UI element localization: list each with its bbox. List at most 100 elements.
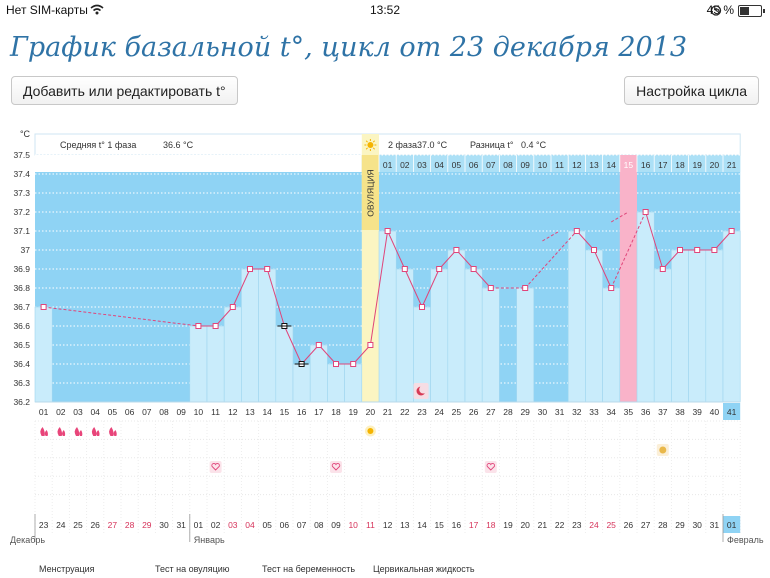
date-label: 08	[314, 520, 324, 530]
cycle-day-label: 22	[400, 407, 410, 417]
cycle-day-label: 17	[314, 407, 324, 417]
cycle-day-label: 36	[641, 407, 651, 417]
cycle-day-label: 32	[572, 407, 582, 417]
date-label: 28	[125, 520, 135, 530]
temperature-point	[229, 304, 236, 310]
temperature-bar	[292, 363, 311, 403]
temperature-line	[232, 268, 251, 308]
date-label: 31	[710, 520, 720, 530]
cycle-settings-button[interactable]: Настройка цикла	[624, 76, 759, 105]
phase2-day-number: 19	[692, 160, 702, 170]
phase2-day-number: 01	[383, 160, 393, 170]
phase1-label: Средняя t° 1 фаза	[60, 140, 136, 150]
cycle-day-label: 28	[503, 407, 513, 417]
temperature-point	[694, 247, 701, 253]
temperature-line	[593, 249, 612, 289]
battery-icon	[738, 5, 765, 17]
temperature-line-dashed	[542, 230, 560, 242]
cycle-day-label: 33	[589, 407, 599, 417]
temperature-bar	[430, 268, 449, 403]
drop-icon	[109, 427, 114, 436]
temperature-point	[40, 304, 47, 310]
temperature-bar	[223, 306, 242, 403]
date-label: 17	[469, 520, 479, 530]
heart-badge	[484, 461, 497, 473]
add-edit-temperature-button[interactable]: Добавить или редактировать t°	[11, 76, 238, 105]
date-label: 26	[90, 520, 100, 530]
temperature-point	[264, 266, 271, 272]
date-label: 01	[194, 520, 204, 530]
phase2-day-number: 21	[727, 160, 737, 170]
temperature-bar	[585, 249, 603, 403]
date-label: 09	[331, 520, 341, 530]
phase2-day-number: 20	[710, 160, 720, 170]
date-label: 29	[675, 520, 685, 530]
temperature-point	[728, 228, 735, 234]
phase2-day-number: 02	[400, 160, 410, 170]
cycle-day-label: 23	[417, 407, 427, 417]
temperature-point	[487, 285, 494, 291]
cycle-day-label: 31	[555, 407, 565, 417]
cycle-day-label: 10	[194, 407, 204, 417]
drop-icon	[62, 430, 66, 436]
phase2-label: 2 фаза	[388, 140, 417, 150]
drop-icon	[74, 427, 80, 436]
cycle-day-label: 27	[486, 407, 496, 417]
ovulation-label: ОВУЛЯЦИЯ	[365, 169, 375, 216]
date-label: 24	[589, 520, 599, 530]
sun-ray	[365, 147, 368, 150]
temperature-bar	[705, 249, 724, 403]
sun-ray	[372, 140, 375, 143]
temperature-bar	[636, 211, 655, 403]
temperature-point	[659, 266, 666, 272]
cycle-day-label: 04	[90, 407, 100, 417]
date-label: 27	[641, 520, 651, 530]
sun-ray	[365, 140, 368, 143]
y-tick-label: 37.5	[13, 150, 30, 160]
date-label: 16	[452, 520, 462, 530]
temperature-line-dashed	[43, 306, 199, 327]
markers-area	[35, 421, 741, 513]
date-label: 25	[73, 520, 83, 530]
cycle-day-label: 09	[176, 407, 186, 417]
y-tick-label: 36.7	[13, 302, 30, 312]
carrier-label: Нет SIM-карты	[6, 3, 88, 17]
battery-percent: 45 %	[706, 3, 734, 17]
temperature-bar	[722, 230, 741, 403]
temperature-line	[456, 249, 474, 270]
temperature-line	[576, 230, 595, 251]
temperature-point	[333, 361, 339, 367]
drop-icon	[40, 427, 45, 436]
cycle-day-label: 03	[73, 407, 83, 417]
phase2-day-number: 11	[555, 160, 564, 170]
temperature-bar	[241, 268, 259, 403]
cycle-day-label: 11	[211, 407, 220, 417]
phase2-day-row	[379, 155, 741, 172]
temperature-line	[662, 249, 681, 270]
highlight-column	[619, 155, 637, 402]
legend-cervical-fluid: Цервикальная жидкость	[373, 564, 475, 574]
y-tick-label: 36.6	[13, 321, 30, 331]
y-tick-label: 36.8	[13, 283, 30, 293]
cycle-day-label: 16	[297, 407, 307, 417]
date-label: 24	[56, 520, 66, 530]
sun-icon	[367, 428, 374, 434]
drop-icon	[44, 430, 48, 436]
temperature-point	[453, 247, 460, 253]
temperature-line	[369, 230, 389, 346]
temperature-line	[266, 268, 285, 327]
status-bar: Нет SIM-карты 13:52 45 %	[0, 0, 770, 20]
temperature-bar	[516, 287, 535, 403]
y-tick-label: 37.4	[13, 169, 30, 179]
cycle-day-label: 15	[280, 407, 290, 417]
diff-value: 0.4 °C	[521, 140, 547, 150]
phase2-day-number: 18	[675, 160, 685, 170]
phase2-day-number: 04	[434, 160, 444, 170]
date-label: 30	[159, 520, 169, 530]
cycle-day-label: 39	[692, 407, 702, 417]
month-label: Декабрь	[10, 535, 45, 545]
temperature-point	[642, 209, 649, 215]
y-tick-label: 36.3	[13, 378, 30, 388]
page-title: График базальной t°, цикл от 23 декабря …	[10, 32, 688, 63]
sun-icon	[367, 142, 374, 148]
